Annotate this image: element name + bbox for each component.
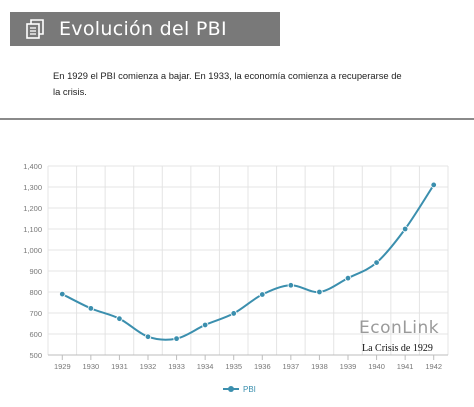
x-tick-label: 1937 xyxy=(283,362,300,371)
x-tick-label: 1933 xyxy=(168,362,185,371)
intro-text: En 1929 el PBI comienza a bajar. En 1933… xyxy=(53,70,402,97)
x-tick-label: 1929 xyxy=(54,362,71,371)
y-tick-label: 1,100 xyxy=(23,225,42,234)
header-bar: Evolución del PBI xyxy=(10,12,280,46)
document-icon xyxy=(26,19,44,39)
data-point xyxy=(344,274,352,282)
data-point xyxy=(116,315,123,322)
data-point xyxy=(87,305,95,312)
x-tick-label: 1935 xyxy=(225,362,242,371)
y-tick-label: 1,400 xyxy=(23,162,42,171)
x-tick-label: 1934 xyxy=(197,362,214,371)
y-tick-label: 1,300 xyxy=(23,183,42,192)
data-point xyxy=(316,288,323,296)
legend-marker xyxy=(228,386,234,392)
data-point xyxy=(430,181,437,189)
brand-logo: EconLink xyxy=(359,318,440,338)
y-tick-label: 700 xyxy=(29,309,42,318)
line-chart: 500 600 700 800 900 1,000 1,100 1,200 1,300 1,400… xyxy=(23,162,449,394)
data-point xyxy=(59,290,66,298)
y-tick-label: 500 xyxy=(29,351,42,360)
divider xyxy=(0,118,474,120)
legend-label: PBI xyxy=(243,385,256,394)
page-title: Evolución del PBI xyxy=(59,18,227,40)
y-tick-label: 600 xyxy=(29,330,42,339)
data-point xyxy=(201,321,209,329)
brand-subtitle: La Crisis de 1929 xyxy=(362,343,433,354)
x-tick-label: 1939 xyxy=(340,362,357,371)
x-tick-label: 1931 xyxy=(111,362,128,371)
y-tick-label: 900 xyxy=(29,267,42,276)
x-tick-label: 1938 xyxy=(311,362,328,371)
data-point xyxy=(401,225,409,233)
data-point xyxy=(173,335,180,342)
y-tick-label: 1,200 xyxy=(23,204,42,213)
data-point xyxy=(373,259,380,266)
y-tick-label: 800 xyxy=(29,288,42,297)
x-tick-label: 1932 xyxy=(140,362,157,371)
x-tick-label: 1941 xyxy=(397,362,414,371)
data-point xyxy=(144,333,152,340)
x-tick-label: 1930 xyxy=(83,362,100,371)
x-tick-label: 1942 xyxy=(425,362,442,371)
y-tick-label: 1,000 xyxy=(23,246,42,255)
data-point xyxy=(287,282,295,289)
data-point xyxy=(259,291,266,298)
data-point xyxy=(230,310,237,317)
x-tick-label: 1940 xyxy=(368,362,385,371)
x-tick-label: 1936 xyxy=(254,362,271,371)
